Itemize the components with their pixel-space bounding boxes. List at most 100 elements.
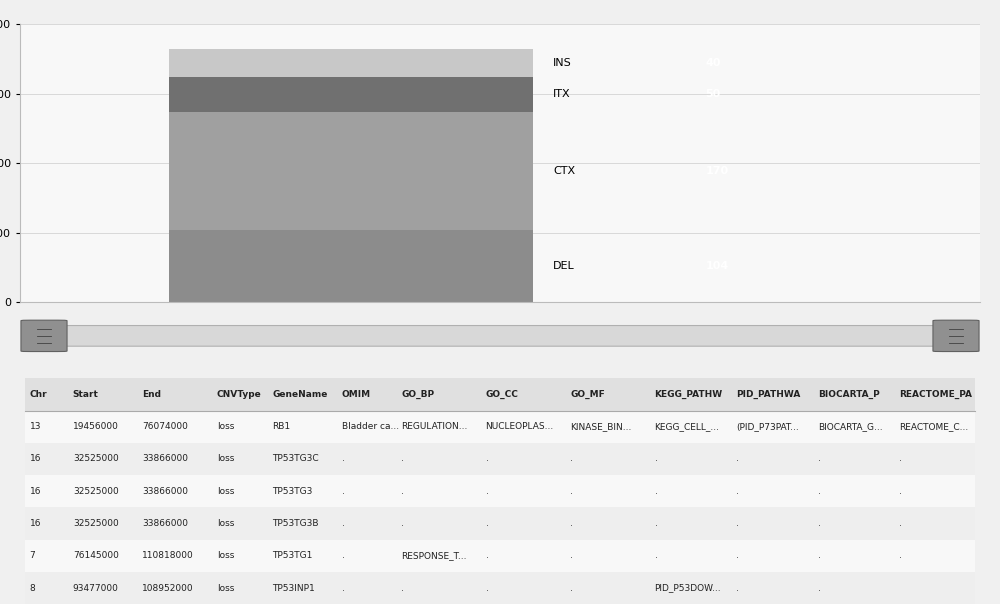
Text: .: . [736, 583, 739, 593]
Text: .: . [342, 519, 344, 528]
Text: RESPONSE_T...: RESPONSE_T... [401, 551, 467, 561]
Text: BIOCARTA_P: BIOCARTA_P [818, 390, 880, 399]
Text: 33866000: 33866000 [142, 454, 188, 463]
Text: .: . [899, 551, 902, 561]
Text: .: . [570, 454, 573, 463]
Bar [25, 507, 975, 539]
Text: End: End [142, 390, 161, 399]
Text: .: . [736, 551, 739, 561]
Text: loss: loss [217, 454, 234, 463]
Text: .: . [342, 583, 344, 593]
Text: 32525000: 32525000 [73, 519, 119, 528]
Text: 170: 170 [705, 166, 728, 176]
Text: NUCLEOPLAS...: NUCLEOPLAS... [486, 422, 554, 431]
Text: .: . [818, 551, 821, 561]
Text: 40: 40 [705, 58, 721, 68]
Text: GO_CC: GO_CC [486, 390, 518, 399]
Text: .: . [486, 583, 488, 593]
Bar [169, 77, 533, 112]
Text: TP53TG1: TP53TG1 [272, 551, 313, 561]
Text: OMIM: OMIM [342, 390, 371, 399]
Text: 50: 50 [705, 89, 720, 100]
Text: 104: 104 [705, 261, 728, 271]
FancyBboxPatch shape [25, 326, 975, 346]
Text: .: . [818, 487, 821, 496]
Text: .: . [401, 487, 404, 496]
Text: 16: 16 [30, 487, 41, 496]
Text: .: . [486, 487, 488, 496]
Text: KINASE_BIN...: KINASE_BIN... [570, 422, 631, 431]
Bar [25, 572, 975, 604]
Text: 19456000: 19456000 [73, 422, 119, 431]
Text: .: . [342, 551, 344, 561]
Text: loss: loss [217, 422, 234, 431]
Text: 33866000: 33866000 [142, 487, 188, 496]
Bar [169, 112, 533, 230]
Text: KEGG_CELL_...: KEGG_CELL_... [655, 422, 720, 431]
Text: .: . [655, 487, 657, 496]
Text: REACTOME_PA: REACTOME_PA [899, 390, 972, 399]
Text: BIOCARTA_G...: BIOCARTA_G... [818, 422, 882, 431]
Text: PID_P53DOW...: PID_P53DOW... [655, 583, 721, 593]
Text: .: . [570, 487, 573, 496]
Text: .: . [486, 519, 488, 528]
Text: 108952000: 108952000 [142, 583, 194, 593]
Text: .: . [486, 551, 488, 561]
Text: DEL: DEL [553, 261, 575, 271]
Text: GeneName: GeneName [272, 390, 328, 399]
Text: GO_BP: GO_BP [401, 390, 434, 399]
Text: REACTOME_C...: REACTOME_C... [899, 422, 969, 431]
Text: .: . [818, 583, 821, 593]
Text: 8: 8 [30, 583, 35, 593]
Text: INS: INS [553, 58, 572, 68]
Bar [25, 411, 975, 443]
Text: TP53TG3: TP53TG3 [272, 487, 313, 496]
Text: .: . [570, 519, 573, 528]
Text: .: . [570, 551, 573, 561]
Text: CNVType: CNVType [217, 390, 262, 399]
Text: PID_PATHWA: PID_PATHWA [736, 390, 801, 399]
Text: .: . [818, 519, 821, 528]
Text: Chr: Chr [30, 390, 47, 399]
Bar [25, 443, 975, 475]
Text: 33866000: 33866000 [142, 519, 188, 528]
FancyBboxPatch shape [933, 320, 979, 352]
Text: Start: Start [73, 390, 99, 399]
Text: ITX: ITX [553, 89, 571, 100]
Text: loss: loss [217, 519, 234, 528]
Text: .: . [570, 583, 573, 593]
Text: RB1: RB1 [272, 422, 291, 431]
Text: CTX: CTX [553, 166, 575, 176]
Text: TP53INP1: TP53INP1 [272, 583, 315, 593]
Bar [25, 475, 975, 507]
Text: .: . [342, 454, 344, 463]
Text: 93477000: 93477000 [73, 583, 119, 593]
Text: .: . [899, 487, 902, 496]
Text: 7: 7 [30, 551, 35, 561]
Text: TP53TG3C: TP53TG3C [272, 454, 319, 463]
Bar [169, 49, 533, 77]
Text: loss: loss [217, 551, 234, 561]
Text: .: . [401, 519, 404, 528]
Text: .: . [899, 454, 902, 463]
Text: .: . [736, 519, 739, 528]
Text: 32525000: 32525000 [73, 487, 119, 496]
Text: .: . [655, 519, 657, 528]
Text: GO_MF: GO_MF [570, 390, 605, 399]
Text: .: . [899, 519, 902, 528]
Text: REGULATION...: REGULATION... [401, 422, 467, 431]
Text: Bladder ca...: Bladder ca... [342, 422, 399, 431]
Text: loss: loss [217, 583, 234, 593]
Text: .: . [401, 454, 404, 463]
Bar [25, 539, 975, 572]
Text: TP53TG3B: TP53TG3B [272, 519, 319, 528]
Text: .: . [342, 487, 344, 496]
Bar [169, 230, 533, 303]
Bar [25, 378, 975, 411]
Text: 16: 16 [30, 519, 41, 528]
Text: 110818000: 110818000 [142, 551, 194, 561]
Text: .: . [655, 454, 657, 463]
Text: loss: loss [217, 487, 234, 496]
Text: 16: 16 [30, 454, 41, 463]
Text: 76145000: 76145000 [73, 551, 119, 561]
